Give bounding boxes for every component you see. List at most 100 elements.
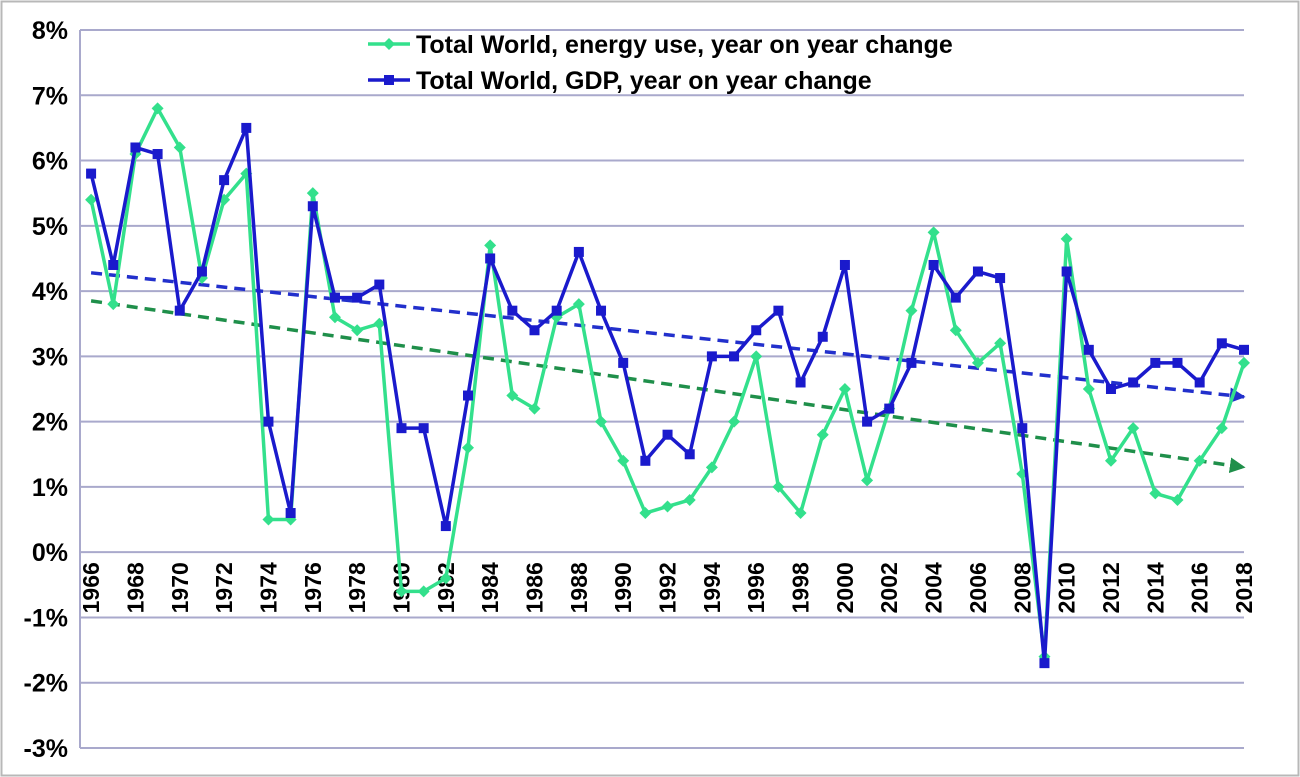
- point-energy-1992: [661, 500, 674, 513]
- series-gdp: [86, 122, 1249, 669]
- point-energy-1995: [728, 415, 741, 428]
- y-tick-label: 6%: [32, 148, 68, 176]
- point-energy-2010: [1060, 232, 1073, 245]
- y-tick-label: 8%: [32, 17, 68, 45]
- point-gdp-1966: [86, 168, 97, 179]
- point-energy-2015: [1171, 493, 1184, 506]
- x-tick-label: 1994: [699, 562, 725, 613]
- x-tick-label: 2018: [1231, 562, 1257, 613]
- x-tick-label: 1976: [300, 562, 326, 613]
- point-energy-2011: [1082, 383, 1095, 395]
- legend-marker-gdp: [384, 75, 394, 85]
- point-energy-1991: [639, 507, 652, 520]
- point-gdp-2016: [1194, 377, 1205, 388]
- point-energy-2001: [861, 474, 874, 487]
- point-gdp-1979: [374, 279, 385, 290]
- point-gdp-1973: [241, 122, 252, 133]
- x-tick-label: 2014: [1142, 562, 1168, 613]
- y-tick-label: 0%: [32, 539, 68, 567]
- y-tick-label: -1%: [24, 604, 68, 632]
- x-tick-label: 1988: [566, 562, 592, 613]
- point-gdp-1969: [152, 149, 163, 160]
- point-gdp-2009: [1039, 658, 1050, 669]
- x-tick-label: 1992: [655, 562, 681, 613]
- point-gdp-1995: [729, 351, 740, 362]
- point-gdp-1994: [706, 351, 717, 362]
- point-gdp-1990: [618, 357, 629, 368]
- point-gdp-2008: [1017, 423, 1028, 434]
- x-tick-label: 1978: [344, 562, 370, 613]
- point-gdp-1976: [307, 201, 318, 212]
- point-energy-1998: [794, 507, 807, 520]
- y-tick-label: 1%: [32, 474, 68, 502]
- point-gdp-2013: [1128, 377, 1139, 388]
- point-gdp-1992: [662, 429, 673, 440]
- point-energy-1969: [151, 102, 164, 115]
- point-gdp-2018: [1239, 344, 1249, 355]
- point-energy-2006: [971, 356, 984, 369]
- grid: [79, 29, 1244, 749]
- point-energy-1986: [528, 402, 541, 415]
- point-energy-1977: [328, 311, 341, 324]
- point-gdp-1998: [795, 377, 806, 388]
- x-tick-label: 1966: [78, 562, 104, 613]
- x-tick-label: 1986: [522, 562, 548, 613]
- point-gdp-1982: [440, 521, 451, 532]
- point-energy-2013: [1127, 422, 1140, 435]
- point-gdp-1989: [596, 305, 607, 316]
- point-energy-1988: [572, 298, 585, 311]
- point-energy-2018: [1238, 356, 1250, 369]
- x-tick-label: 1970: [167, 562, 193, 613]
- point-energy-2004: [927, 226, 940, 239]
- point-gdp-2015: [1172, 357, 1183, 368]
- point-gdp-1972: [219, 175, 230, 186]
- legend-item-energy: Total World, energy use, year on year ch…: [368, 31, 953, 59]
- series: [85, 102, 1250, 669]
- point-energy-1997: [772, 480, 785, 493]
- point-energy-1979: [373, 317, 386, 330]
- point-energy-1985: [506, 389, 519, 402]
- y-axis-ticks: -3% -2% -1% 0% 1% 2% 3% 4% 5% 6% 7% 8%: [24, 17, 68, 763]
- point-gdp-1993: [684, 449, 695, 460]
- y-tick-label: -3%: [24, 735, 68, 763]
- point-gdp-1997: [773, 305, 784, 316]
- y-tick-label: -2%: [24, 670, 68, 698]
- x-tick-label: 1990: [610, 562, 636, 613]
- point-gdp-1974: [263, 416, 274, 427]
- y-tick-label: 3%: [32, 343, 68, 371]
- point-gdp-2012: [1105, 384, 1116, 394]
- point-energy-1981: [417, 585, 430, 598]
- y-tick-label: 4%: [32, 278, 68, 306]
- legend-label-energy: Total World, energy use, year on year ch…: [416, 31, 953, 59]
- point-gdp-1996: [751, 325, 762, 336]
- point-energy-1967: [107, 298, 120, 311]
- point-gdp-1983: [463, 390, 473, 401]
- point-gdp-2001: [862, 416, 873, 427]
- point-gdp-1991: [640, 455, 651, 466]
- point-energy-1982: [439, 572, 452, 585]
- legend-marker-energy: [383, 38, 395, 50]
- y-tick-label: 2%: [32, 409, 68, 437]
- x-tick-label: 1984: [477, 562, 503, 613]
- point-energy-2005: [949, 324, 962, 337]
- x-tick-label: 2012: [1098, 562, 1124, 613]
- point-gdp-2017: [1216, 338, 1227, 349]
- point-energy-1983: [462, 441, 474, 454]
- trendlines: [90, 271, 1246, 474]
- point-gdp-2010: [1061, 266, 1072, 277]
- point-gdp-1968: [130, 142, 141, 153]
- point-energy-1989: [595, 415, 608, 428]
- x-tick-label: 2004: [921, 562, 947, 613]
- point-gdp-2006: [972, 266, 983, 277]
- point-energy-2012: [1104, 454, 1117, 467]
- point-gdp-2003: [906, 357, 917, 368]
- point-gdp-1986: [529, 325, 540, 336]
- point-gdp-1985: [507, 305, 518, 316]
- point-gdp-2011: [1083, 344, 1094, 355]
- point-energy-1990: [617, 454, 630, 467]
- y-tick-label: 7%: [32, 82, 68, 110]
- point-gdp-1967: [108, 259, 119, 270]
- x-tick-label: 1998: [788, 562, 814, 613]
- x-tick-label: 2008: [1009, 562, 1035, 613]
